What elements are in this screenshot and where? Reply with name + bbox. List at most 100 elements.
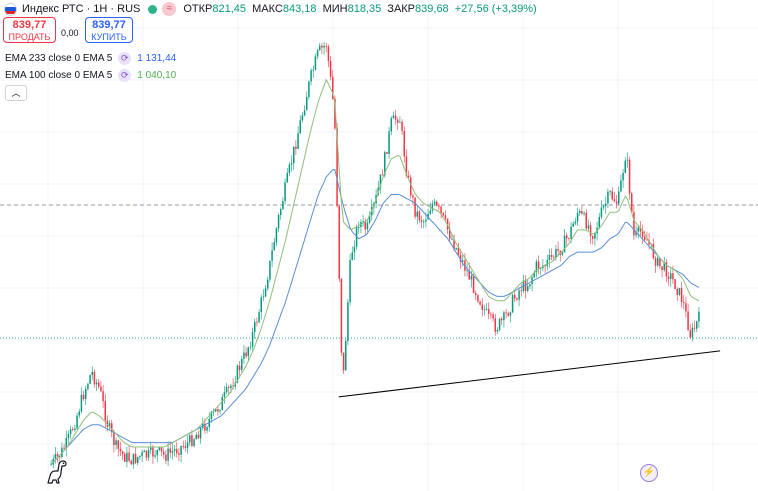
candle-body [221, 396, 224, 411]
candle-body [607, 191, 609, 204]
candle-body [429, 210, 432, 214]
candle-body [496, 330, 499, 332]
candle-body [414, 197, 416, 217]
candle-body [223, 392, 226, 397]
candle-body [188, 435, 191, 443]
candle-body [134, 453, 137, 463]
candle-body [557, 248, 559, 251]
candle-body [119, 448, 122, 452]
flash-icon[interactable]: ⚡ [640, 464, 658, 482]
candle-body [284, 182, 286, 202]
settings-icon[interactable]: ⟳ [118, 69, 132, 82]
candle-body [435, 201, 438, 206]
sell-price: 839,77 [12, 19, 47, 31]
candle-body [581, 211, 583, 214]
candle-body [674, 279, 676, 289]
candle-body [67, 434, 70, 438]
candle-body [167, 448, 169, 461]
candle-body [685, 303, 687, 312]
candle-body [529, 284, 531, 287]
candle-body [511, 294, 514, 313]
candle-body [349, 259, 351, 303]
candle-body [327, 46, 330, 61]
candle-body [609, 191, 611, 193]
candle-body [110, 423, 113, 432]
candle-body [182, 445, 185, 447]
candle-body [477, 294, 479, 302]
candle-body [500, 318, 503, 321]
wave-icon[interactable]: ≈ [162, 2, 177, 16]
candle-body [240, 358, 243, 370]
high-label: МАКС [252, 3, 283, 15]
symbol-title[interactable]: Индекс РТС · 1Н · RUS [22, 3, 141, 15]
candle-body [583, 212, 585, 214]
candle-body [344, 340, 347, 371]
candle-body [156, 449, 159, 456]
candle-body [611, 191, 614, 200]
candle-body [578, 211, 581, 213]
candle-body [210, 411, 213, 419]
candle-body [69, 429, 72, 435]
candle-body [117, 440, 120, 449]
collapse-legend-button[interactable]: ︿ [5, 85, 27, 101]
candle-body [342, 352, 345, 371]
candle-body [288, 164, 291, 173]
candle-body [537, 261, 540, 269]
candle-body [574, 221, 577, 224]
candle-body [576, 212, 579, 222]
candle-body [253, 321, 256, 333]
candle-body [546, 260, 549, 267]
indicator-ema100[interactable]: EMA 100 close 0 EMA 5 ⟳ 1 040,10 [5, 69, 176, 82]
candle-body [340, 278, 343, 353]
indicator-ema233[interactable]: EMA 233 close 0 EMA 5 ⟳ 1 131,44 [5, 52, 176, 65]
candle-body [115, 440, 117, 445]
candle-body [334, 98, 336, 129]
candle-body [162, 451, 165, 455]
candle-body [249, 346, 252, 348]
candle-body [71, 429, 74, 431]
settings-icon[interactable]: ⟳ [118, 52, 132, 65]
candle-body [147, 450, 150, 458]
buy-label: КУПИТЬ [91, 32, 127, 42]
candle-body [646, 239, 648, 241]
candle-body [466, 270, 468, 272]
candle-body [295, 146, 297, 149]
candle-body [492, 314, 494, 319]
candle-body [676, 288, 679, 295]
candle-body [286, 172, 289, 183]
candle-body [106, 420, 109, 427]
candle-body [383, 152, 386, 176]
candle-body [258, 312, 260, 323]
buy-button[interactable]: 839,77 КУПИТЬ [85, 17, 133, 43]
candle-body [459, 254, 462, 262]
candle-body [227, 387, 230, 389]
buy-price: 839,77 [92, 19, 126, 31]
spread-value: 0,00 [61, 28, 79, 38]
sell-button[interactable]: 839,77 ПРОДАТЬ [3, 17, 56, 43]
candle-body [568, 238, 570, 239]
open-value: 821,45 [212, 3, 247, 15]
candle-body [641, 231, 644, 237]
market-open-icon [148, 4, 158, 14]
candle-body [438, 205, 440, 207]
open-label: ОТКР [183, 3, 213, 15]
candle-body [247, 347, 250, 357]
candle-body [643, 236, 646, 240]
candle-body [329, 60, 332, 77]
candle-body [145, 450, 148, 458]
candle-body [565, 235, 568, 239]
candle-body [347, 302, 349, 341]
candle-body [186, 442, 189, 448]
support-trendline [338, 350, 721, 398]
candle-body [689, 330, 692, 338]
candle-body [113, 431, 115, 445]
candle-body [310, 70, 312, 82]
candle-body [602, 206, 605, 208]
candle-body [678, 288, 681, 295]
candle-body [656, 257, 659, 266]
candle-body [65, 437, 68, 449]
chevron-up-icon: ︿ [11, 88, 21, 98]
candle-body [312, 69, 315, 71]
